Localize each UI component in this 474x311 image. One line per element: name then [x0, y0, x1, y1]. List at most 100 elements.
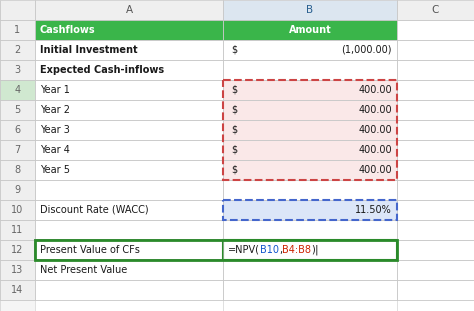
Text: 8: 8 — [14, 165, 20, 175]
Text: Net Present Value: Net Present Value — [40, 265, 127, 275]
Bar — [397, 80, 474, 100]
Bar — [0, 40, 35, 60]
Bar — [397, 100, 474, 120]
Text: 13: 13 — [11, 265, 24, 275]
Bar — [223, 140, 397, 160]
Bar — [223, 80, 397, 100]
Text: $: $ — [231, 125, 237, 135]
Bar — [0, 200, 35, 220]
Text: B4:B8: B4:B8 — [282, 245, 311, 255]
Text: ): ) — [311, 245, 315, 255]
Bar — [0, 180, 35, 200]
Bar — [397, 20, 474, 40]
Text: A: A — [126, 5, 133, 15]
Text: 11: 11 — [11, 225, 24, 235]
Bar — [0, 280, 35, 300]
Text: (1,000.00): (1,000.00) — [341, 45, 392, 55]
Bar — [35, 180, 223, 200]
Text: 10: 10 — [11, 205, 24, 215]
Bar — [0, 220, 35, 240]
Bar — [397, 120, 474, 140]
Text: B10: B10 — [260, 245, 279, 255]
Bar — [0, 80, 35, 100]
Text: 12: 12 — [11, 245, 24, 255]
Text: Present Value of CFs: Present Value of CFs — [40, 245, 140, 255]
Text: ,: , — [279, 245, 282, 255]
Text: 14: 14 — [11, 285, 24, 295]
Text: C: C — [432, 5, 439, 15]
Text: Year 3: Year 3 — [40, 125, 70, 135]
Text: Amount: Amount — [289, 25, 331, 35]
Bar — [35, 220, 223, 240]
Bar — [223, 200, 397, 220]
Bar — [35, 140, 223, 160]
Text: $: $ — [231, 145, 237, 155]
Bar — [223, 40, 397, 60]
Bar — [223, 200, 397, 220]
Bar — [223, 60, 397, 80]
Bar — [223, 280, 397, 300]
Bar — [35, 100, 223, 120]
Text: Discount Rate (WACC): Discount Rate (WACC) — [40, 205, 149, 215]
Text: 11.50%: 11.50% — [355, 205, 392, 215]
Bar — [0, 60, 35, 80]
Bar — [223, 20, 397, 40]
Text: |: | — [315, 245, 319, 255]
Bar — [223, 260, 397, 280]
Text: $: $ — [231, 45, 237, 55]
Bar — [0, 260, 35, 280]
Text: $: $ — [231, 165, 237, 175]
Text: Expected Cash-inflows: Expected Cash-inflows — [40, 65, 164, 75]
Text: Year 4: Year 4 — [40, 145, 70, 155]
Bar — [0, 0, 35, 20]
Bar — [0, 160, 35, 180]
Bar — [35, 260, 223, 280]
Bar — [35, 40, 223, 60]
Bar — [397, 280, 474, 300]
Bar — [35, 20, 223, 40]
Bar — [35, 160, 223, 180]
Text: 400.00: 400.00 — [358, 145, 392, 155]
Bar — [0, 140, 35, 160]
Text: B: B — [306, 5, 314, 15]
Text: 6: 6 — [14, 125, 20, 135]
Bar — [223, 100, 397, 120]
Text: Year 1: Year 1 — [40, 85, 70, 95]
Bar — [35, 280, 223, 300]
Bar — [397, 40, 474, 60]
Text: 400.00: 400.00 — [358, 85, 392, 95]
Text: 3: 3 — [14, 65, 20, 75]
Bar — [223, 160, 397, 180]
Bar — [397, 240, 474, 260]
Bar — [397, 0, 474, 20]
Text: 2: 2 — [14, 45, 21, 55]
Text: Year 2: Year 2 — [40, 105, 70, 115]
Bar — [35, 0, 223, 20]
Text: Cashflows: Cashflows — [40, 25, 96, 35]
Bar — [223, 120, 397, 140]
Bar — [397, 200, 474, 220]
Text: 7: 7 — [14, 145, 21, 155]
Text: 9: 9 — [14, 185, 20, 195]
Bar — [397, 180, 474, 200]
Text: 1: 1 — [14, 25, 20, 35]
Text: Initial Investment: Initial Investment — [40, 45, 137, 55]
Bar — [35, 240, 223, 260]
Bar — [0, 100, 35, 120]
Text: Year 5: Year 5 — [40, 165, 70, 175]
Bar — [35, 200, 223, 220]
Bar — [223, 0, 397, 20]
Bar — [35, 80, 223, 100]
Bar — [223, 240, 397, 260]
Text: 5: 5 — [14, 105, 21, 115]
Bar — [223, 80, 397, 180]
Text: 4: 4 — [14, 85, 20, 95]
Bar — [0, 20, 35, 40]
Text: 400.00: 400.00 — [358, 105, 392, 115]
Bar — [0, 120, 35, 140]
Bar — [397, 160, 474, 180]
Bar — [35, 60, 223, 80]
Text: $: $ — [231, 105, 237, 115]
Bar — [397, 220, 474, 240]
Bar — [223, 180, 397, 200]
